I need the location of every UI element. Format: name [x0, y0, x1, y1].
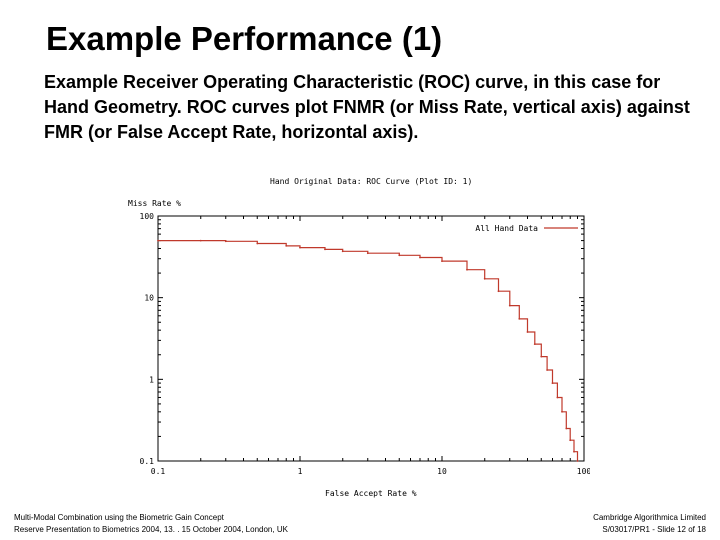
series-point: [324, 248, 326, 251]
x-axis-label: False Accept Rate %: [325, 489, 417, 498]
y-tick-label: 100: [140, 212, 155, 221]
plot-area: 100 10 1 0.10.1 1 10 100 All Hand Data: [140, 212, 590, 476]
footer-left: Multi-Modal Combination using the Biomet…: [14, 512, 288, 536]
series-point: [569, 439, 572, 442]
y-axis-label: Miss Rate %: [128, 199, 181, 208]
series-point: [466, 268, 468, 271]
series-point: [540, 355, 543, 358]
series-point: [497, 290, 500, 293]
series-point: [285, 245, 288, 247]
legend-label: All Hand Data: [475, 224, 538, 233]
series-point: [157, 239, 159, 242]
slide-title: Example Performance (1): [46, 20, 443, 57]
plot-frame: [157, 215, 585, 462]
series-point: [398, 254, 401, 257]
series-point: [256, 242, 259, 245]
series-point: [533, 343, 536, 345]
series-point: [199, 239, 202, 242]
series-point: [508, 304, 511, 307]
x-tick-label: 10: [437, 467, 447, 476]
y-tick-label: 1: [149, 375, 154, 384]
series-point: [573, 450, 575, 453]
series-point: [546, 369, 548, 371]
series-point: [224, 240, 227, 243]
footer-left-line-2: Reserve Presentation to Biometrics 2004,…: [14, 525, 288, 534]
series-point: [441, 260, 443, 262]
series-point: [565, 427, 568, 430]
footer-right-line-1: Cambridge Algorithmica Limited: [593, 513, 706, 522]
series-line-0: [158, 240, 579, 461]
footer-right: Cambridge Algorithmica Limited S/03017/P…: [593, 512, 706, 536]
footer-left-line-1: Multi-Modal Combination using the Biomet…: [14, 513, 224, 522]
series-point: [518, 318, 521, 320]
series-point: [556, 396, 559, 399]
series-point: [299, 246, 301, 249]
y-tick-label: 0.1: [140, 457, 155, 466]
series-point: [366, 252, 369, 255]
slide-intro-text: Example Receiver Operating Characteristi…: [44, 72, 690, 142]
x-tick-label: 100: [577, 467, 590, 476]
y-tick-label: 10: [144, 294, 154, 303]
series-point: [551, 382, 554, 384]
series-point: [341, 250, 344, 253]
series-point: [526, 331, 529, 333]
roc-chart: Hand Original Data: ROC Curve (Plot ID: …: [110, 172, 590, 502]
footer-right-line-2: S/03017/PR1 - Slide 12 of 18: [602, 525, 706, 534]
series-point: [576, 460, 579, 462]
chart-title: Hand Original Data: ROC Curve (Plot ID: …: [270, 177, 473, 186]
series-point: [561, 410, 563, 413]
series-point: [483, 277, 486, 280]
series-point: [419, 256, 421, 259]
x-tick-label: 1: [298, 467, 303, 476]
x-tick-label: 0.1: [151, 467, 166, 476]
